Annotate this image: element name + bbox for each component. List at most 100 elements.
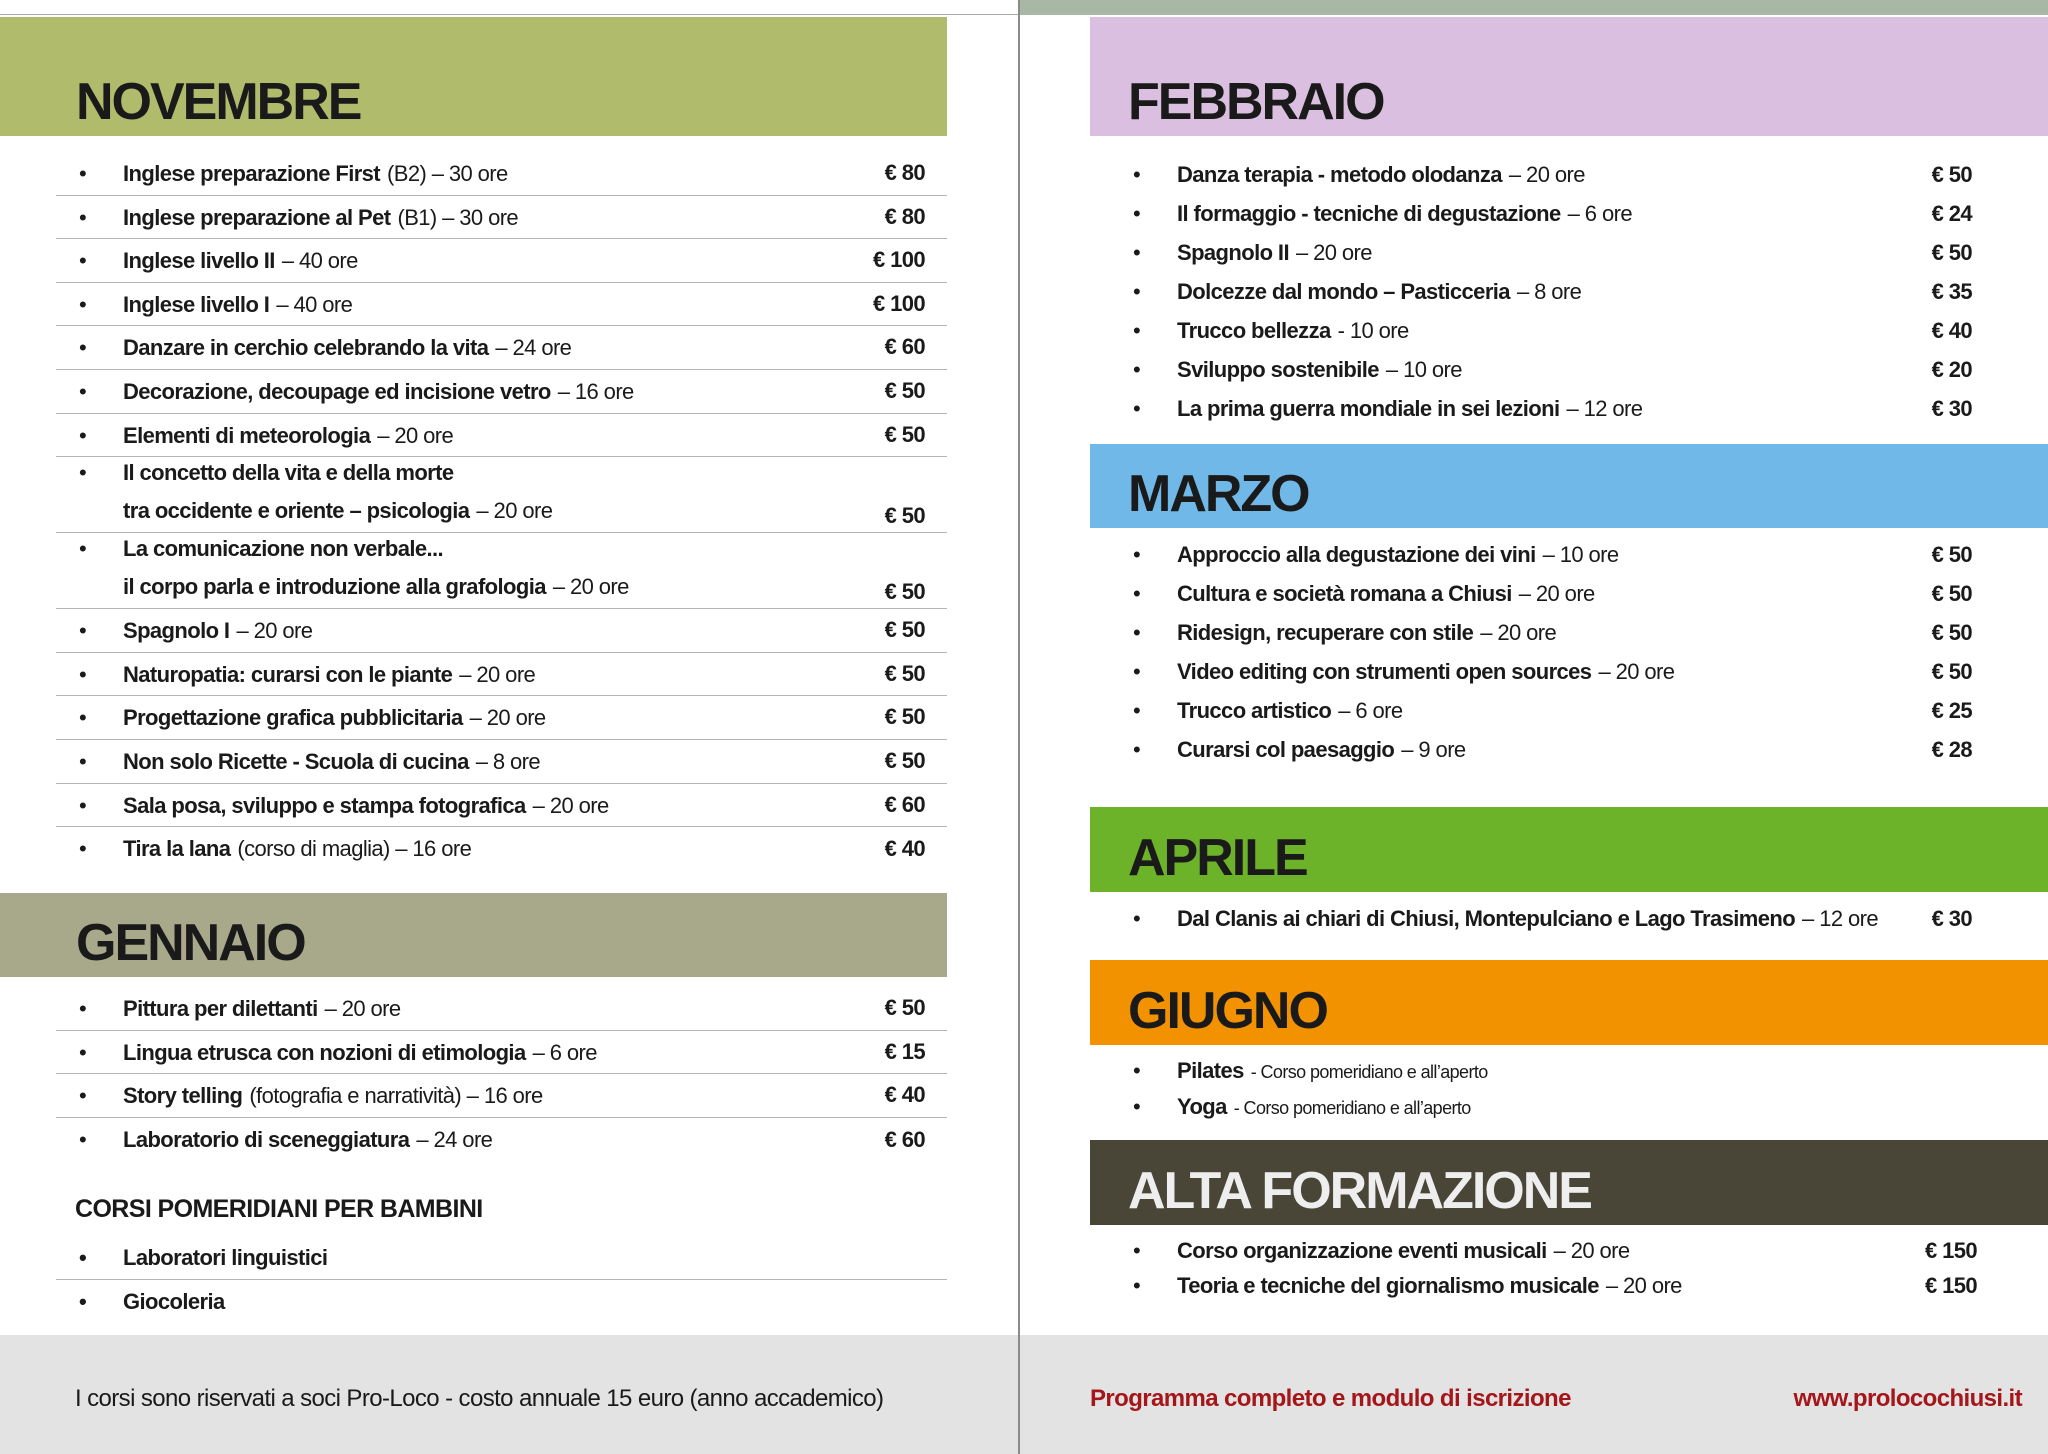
- course-name: Corso organizzazione eventi musicali: [1177, 1238, 1547, 1263]
- course-price: € 30: [1931, 906, 1973, 931]
- course-price: € 50: [884, 421, 926, 447]
- course-name: Trucco bellezza: [1177, 318, 1331, 343]
- course-price: € 25: [1931, 698, 1973, 723]
- course-row: Sala posa, sviluppo e stampa fotografica…: [56, 784, 947, 828]
- course-detail: – 20 ore: [1553, 1238, 1631, 1263]
- course-line: Progettazione grafica pubblicitaria– 20 …: [79, 696, 547, 740]
- course-line: Pittura per dilettanti– 20 ore: [79, 987, 401, 1031]
- course-price: € 24: [1931, 201, 1973, 226]
- course-line: Corso organizzazione eventi musicali– 20…: [1133, 1233, 1631, 1268]
- course-row: Sviluppo sostenibile– 10 ore € 20: [1090, 350, 2048, 389]
- course-line: Trucco artistico– 6 ore: [1133, 691, 1403, 730]
- course-row: Inglese livello I– 40 ore € 100: [56, 283, 947, 327]
- course-name: Approccio alla degustazione dei vini: [1177, 542, 1536, 567]
- top-rule: [0, 14, 1019, 15]
- course-detail: (B2) – 30 ore: [387, 161, 508, 186]
- course-line: Elementi di meteorologia– 20 ore: [79, 414, 454, 458]
- course-line: La comunicazione non verbale...: [79, 530, 444, 568]
- course-line: Sala posa, sviluppo e stampa fotografica…: [79, 784, 609, 828]
- kids-row: Giocoleria: [56, 1280, 947, 1324]
- course-price: € 60: [884, 334, 926, 360]
- course-row: Yoga - Corso pomeridiano e all’aperto: [1090, 1089, 2048, 1125]
- course-detail: – 8 ore: [475, 749, 541, 774]
- course-name: Curarsi col paesaggio: [1177, 737, 1395, 762]
- course-row: Video editing con strumenti open sources…: [1090, 652, 2048, 691]
- course-line: Danzare in cerchio celebrando la vita– 2…: [79, 326, 572, 370]
- course-line: Sviluppo sostenibile– 10 ore: [1133, 350, 1462, 389]
- course-line: Decorazione, decoupage ed incisione vetr…: [79, 370, 634, 414]
- footer-link-text[interactable]: Programma completo e modulo di iscrizion…: [1090, 1385, 1571, 1412]
- course-line: Pilates - Corso pomeridiano e all’aperto: [1133, 1053, 1489, 1090]
- course-detail: – 6 ore: [532, 1039, 598, 1065]
- course-line: Danza terapia - metodo olodanza– 20 ore: [1133, 155, 1585, 194]
- course-name: Lingua etrusca con nozioni di etimologia: [123, 1039, 526, 1065]
- course-line: Teoria e tecniche del giornalismo musica…: [1133, 1268, 1682, 1303]
- course-line: Video editing con strumenti open sources…: [1133, 652, 1675, 691]
- course-line: il corpo parla e introduzione alla grafo…: [123, 568, 629, 606]
- course-price: € 150: [1924, 1273, 1978, 1298]
- course-price: € 80: [884, 203, 926, 229]
- section-title: MARZO: [1090, 444, 2048, 528]
- course-price: € 60: [884, 1126, 926, 1152]
- course-price: € 50: [884, 378, 926, 403]
- course-row: Laboratorio di sceneggiatura– 24 ore € 60: [56, 1118, 947, 1162]
- course-price: € 40: [884, 1082, 926, 1108]
- course-row: Non solo Ricette - Scuola di cucina– 8 o…: [56, 740, 947, 784]
- course-price: € 50: [1931, 659, 1973, 684]
- course-line: tra occidente e oriente – psicologia – 20…: [123, 492, 553, 530]
- course-detail: – 12 ore: [1566, 396, 1643, 421]
- course-row: Progettazione grafica pubblicitaria– 20 …: [56, 696, 947, 740]
- course-line: Spagnolo II– 20 ore: [1133, 233, 1372, 272]
- course-row: Teoria e tecniche del giornalismo musica…: [1090, 1268, 2048, 1303]
- course-row: Cultura e società romana a Chiusi– 20 or…: [1090, 574, 2048, 613]
- course-line: Tira la lana(corso di maglia) – 16 ore: [79, 827, 472, 871]
- course-name: Yoga: [1177, 1094, 1227, 1119]
- course-detail: (fotografia e narratività) – 16 ore: [249, 1083, 543, 1109]
- course-detail: – 40 ore: [281, 248, 359, 274]
- course-price: € 50: [1931, 240, 1973, 265]
- course-row: Il concetto della vita e della morte tra …: [56, 454, 947, 534]
- kids-course: Laboratori linguistici: [79, 1236, 328, 1280]
- course-price: € 50: [884, 660, 926, 686]
- course-price: € 15: [884, 1038, 926, 1064]
- course-line: Ridesign, recuperare con stile– 20 ore: [1133, 613, 1557, 652]
- course-row: Tira la lana(corso di maglia) – 16 ore € …: [56, 827, 947, 871]
- divider: [1018, 0, 1020, 1454]
- course-line: Il concetto della vita e della morte: [79, 454, 454, 492]
- course-price: € 50: [884, 617, 926, 643]
- course-name: Elementi di meteorologia: [123, 422, 371, 448]
- course-detail: – 20 ore: [469, 705, 547, 731]
- course-price: € 35: [1931, 279, 1973, 304]
- footer-note: I corsi sono riservati a soci Pro-Loco -…: [75, 1385, 884, 1412]
- course-line: Story telling(fotografia e narratività) …: [79, 1074, 543, 1118]
- course-name: Il concetto della vita e della morte: [123, 460, 454, 486]
- course-row: Spagnolo II– 20 ore € 50: [1090, 233, 2048, 272]
- course-detail: – 6 ore: [1338, 698, 1403, 723]
- course-row: Elementi di meteorologia– 20 ore € 50: [56, 414, 947, 458]
- course-line: Lingua etrusca con nozioni di etimologia…: [79, 1031, 598, 1075]
- course-row: Pittura per dilettanti– 20 ore € 50: [56, 987, 947, 1031]
- kids-course: Giocoleria: [79, 1280, 225, 1324]
- course-name: Inglese livello I: [123, 291, 270, 317]
- section-title: ALTA FORMAZIONE: [1090, 1140, 2048, 1225]
- course-row: Inglese livello II– 40 ore € 100: [56, 239, 947, 283]
- course-row: Decorazione, decoupage ed incisione vetr…: [56, 370, 947, 414]
- course-price: € 40: [884, 836, 926, 862]
- course-name: Sviluppo sostenibile: [1177, 357, 1380, 382]
- course-detail: - 10 ore: [1337, 318, 1410, 343]
- course-detail: - Corso pomeridiano e all’aperto: [1250, 1062, 1489, 1082]
- course-line: Inglese livello II– 40 ore: [79, 239, 359, 283]
- course-price: € 100: [872, 290, 926, 316]
- course-row: Dal Clanis ai chiari di Chiusi, Montepul…: [1090, 899, 2048, 938]
- course-detail: - Corso pomeridiano e all’aperto: [1233, 1098, 1472, 1118]
- course-row: Spagnolo I– 20 ore € 50: [56, 609, 947, 653]
- course-detail: – 20 ore: [236, 618, 313, 644]
- footer-url[interactable]: www.prolocochiusi.it: [1793, 1385, 2023, 1412]
- course-name: Teoria e tecniche del giornalismo musica…: [1177, 1273, 1599, 1298]
- course-name: Laboratorio di sceneggiatura: [123, 1126, 410, 1152]
- course-row: Approccio alla degustazione dei vini– 10…: [1090, 535, 2048, 574]
- course-row: Inglese preparazione al Pet(B1) – 30 ore…: [56, 196, 947, 240]
- course-name: Progettazione grafica pubblicitaria: [123, 705, 463, 731]
- course-line: Trucco bellezza- 10 ore: [1133, 311, 1410, 350]
